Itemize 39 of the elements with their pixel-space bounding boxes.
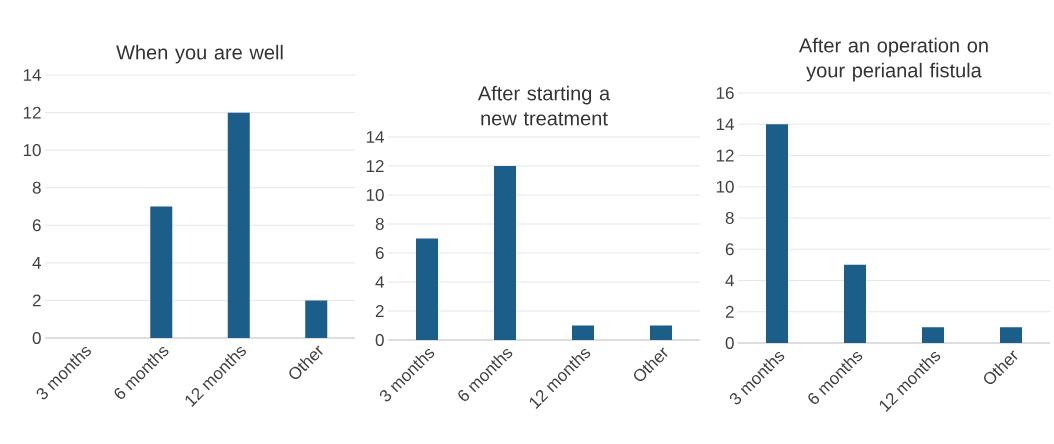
y-tick-label: 0 (725, 336, 734, 350)
y-tick-label: 14 (23, 69, 41, 81)
y-tick-label: 6 (375, 246, 384, 260)
bar (416, 238, 439, 340)
bar (844, 264, 866, 343)
bar (227, 112, 250, 338)
bar (766, 124, 788, 343)
y-tick-label: 4 (32, 256, 41, 269)
y-tick-label: 6 (32, 219, 41, 232)
y-tick-label: 8 (375, 217, 384, 231)
y-tick-label: 8 (32, 181, 41, 194)
y-tick-label: 2 (375, 305, 384, 317)
y-tick-label: 0 (375, 333, 384, 347)
y-tick-label: 8 (725, 211, 734, 225)
bar (305, 300, 328, 338)
bar (572, 325, 595, 340)
y-tick-label: 4 (725, 274, 734, 287)
bar (494, 165, 517, 340)
chart-title: After starting a new treatment (477, 85, 611, 126)
y-tick-label: 10 (23, 144, 41, 157)
y-tick-label: 10 (716, 180, 734, 193)
chart-title: When you are well (116, 44, 283, 64)
y-tick-label: 2 (32, 294, 41, 307)
y-tick-label: 12 (23, 106, 41, 119)
bar (650, 325, 672, 340)
y-tick-label: 16 (716, 86, 734, 100)
bar (150, 206, 173, 338)
y-tick-label: 0 (32, 331, 41, 345)
chart-title: After an operation on your perianal fistula (798, 37, 988, 82)
y-tick-label: 4 (375, 276, 384, 288)
bar (922, 327, 944, 343)
y-tick-label: 12 (716, 149, 734, 162)
y-tick-label: 2 (725, 305, 734, 318)
y-tick-label: 14 (716, 118, 734, 131)
y-tick-label: 10 (366, 188, 384, 202)
y-tick-label: 6 (725, 243, 734, 256)
y-tick-label: 14 (366, 131, 384, 143)
bar (1000, 327, 1022, 343)
y-tick-label: 12 (366, 160, 384, 172)
